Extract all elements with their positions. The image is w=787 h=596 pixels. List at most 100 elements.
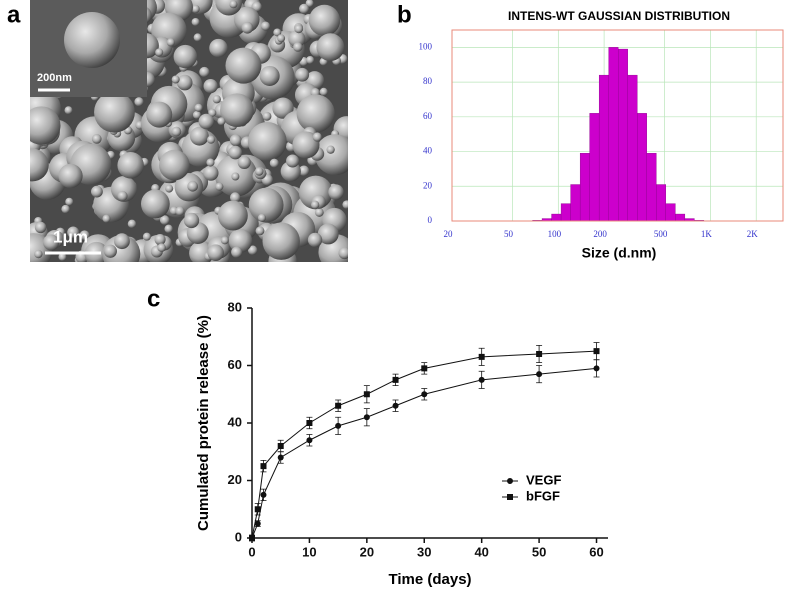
x-tick-label: 2K (747, 229, 759, 239)
sem-particle (260, 21, 271, 31)
bar (551, 213, 562, 222)
x-tick-label: 500 (654, 229, 668, 239)
sem-particle (208, 108, 217, 117)
scale-label: 200nm (37, 72, 72, 84)
sem-particle (312, 132, 322, 142)
sem-particle (229, 134, 242, 147)
sem-particle (34, 249, 43, 259)
bar (579, 153, 590, 222)
sem-particle (206, 135, 216, 144)
sem-particle (308, 4, 341, 37)
sem-particle (192, 110, 201, 119)
scale-label: 1μm (53, 227, 88, 246)
sem-particle (316, 33, 345, 62)
sem-particle (110, 176, 137, 202)
sem-particle (65, 197, 74, 206)
sem-particle (114, 233, 130, 250)
sem-particle (294, 24, 304, 34)
marker (392, 402, 399, 409)
sem-particle (193, 33, 202, 42)
sem-particle (286, 154, 300, 168)
x-tick-label: 100 (548, 229, 562, 239)
sem-particle (298, 165, 310, 177)
sem-particle (259, 65, 280, 86)
sem-particle (79, 230, 90, 241)
sem-particle (247, 245, 258, 255)
sem-particle (30, 148, 49, 182)
marker (254, 520, 261, 527)
sem-particle (103, 244, 117, 258)
sem-particle (34, 221, 47, 234)
marker (306, 437, 313, 444)
sem-particle (241, 21, 254, 34)
x-axis-label: Time (days) (388, 571, 471, 588)
sem-particle (225, 47, 262, 84)
sem-particle (228, 145, 243, 160)
sem-particle (233, 6, 260, 33)
marker (306, 420, 313, 426)
x-tick-label: 200 (593, 229, 607, 239)
sem-particle (306, 55, 315, 64)
sem-particle (229, 0, 238, 9)
marker (254, 506, 261, 513)
sem-particle (191, 17, 200, 26)
sem-particle (317, 223, 339, 245)
sem-particle (273, 28, 282, 37)
sem-particle (269, 158, 279, 168)
marker (392, 376, 399, 383)
y-tick-label: 40 (228, 414, 242, 429)
x-tick-label: 20 (360, 544, 374, 559)
sem-particle (217, 200, 248, 231)
sem-particle (299, 3, 310, 14)
sem-particle (262, 222, 300, 260)
x-tick-label: 10 (302, 544, 316, 559)
marker (421, 365, 428, 372)
marker (260, 463, 267, 470)
legend-marker (507, 478, 513, 484)
chart-title: INTENS-WT GAUSSIAN DISTRIBUTION (508, 9, 730, 23)
sem-particle (203, 165, 219, 181)
y-tick-label: 20 (423, 180, 433, 190)
bar (627, 74, 638, 222)
sem-particle (157, 243, 166, 252)
bar (608, 47, 619, 222)
sem-particle (203, 78, 218, 94)
marker (421, 391, 428, 398)
sem-particle (228, 228, 253, 253)
x-tick-label: 0 (248, 544, 255, 559)
y-tick-label: 80 (423, 76, 433, 86)
legend-label: VEGF (526, 472, 561, 487)
panel-label: b (397, 1, 412, 28)
sem-particle (212, 95, 221, 104)
sem-particle (159, 215, 170, 225)
sem-particle (61, 204, 70, 214)
y-tick-label: 20 (228, 472, 242, 487)
sem-particle (175, 206, 185, 216)
sem-particle (206, 158, 215, 167)
y-tick-label: 40 (423, 146, 433, 156)
sem-particle (314, 134, 348, 176)
sem-particle (127, 219, 137, 229)
sem-particle (307, 232, 323, 248)
marker (593, 365, 600, 372)
bar (637, 113, 647, 222)
x-tick-label: 40 (474, 544, 488, 559)
sem-particle (91, 134, 102, 144)
sem-particle (207, 244, 224, 261)
sem-particle (58, 252, 67, 261)
bar (656, 184, 667, 222)
sem-particle (67, 226, 80, 239)
sem-particle (102, 214, 111, 223)
sem-particle (231, 172, 240, 181)
sem-particle (209, 38, 228, 58)
x-tick-label: 60 (589, 544, 603, 559)
bar (618, 48, 628, 222)
marker (593, 348, 600, 355)
y-tick-label: 60 (228, 357, 242, 372)
sem-particle (154, 233, 166, 246)
sem-particle (94, 91, 135, 133)
sem-particle (64, 106, 73, 115)
sem-particle (220, 93, 254, 128)
x-axis-label: Size (d.nm) (582, 245, 657, 261)
